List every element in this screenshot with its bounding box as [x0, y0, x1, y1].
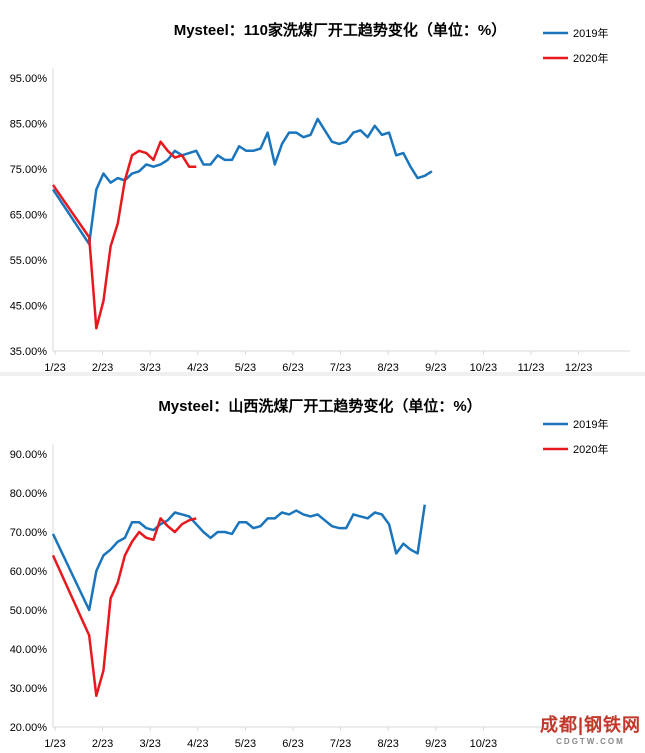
y-tick-label: 40.00% — [10, 644, 48, 656]
x-tick-label: 10/23 — [470, 738, 498, 748]
x-tick-label: 1/23 — [44, 362, 65, 372]
series-line-2 — [51, 517, 197, 698]
chart-shanxi-plants: Mysteel：山西洗煤厂开工趋势变化（单位：%） 20.00% 30.00% 40.… — [0, 376, 645, 750]
y-tick-label: 55.00% — [10, 255, 48, 267]
x-tick-label: 8/23 — [377, 738, 398, 748]
watermark-subtext: CDGTW.COM — [556, 737, 625, 746]
x-tick-label: 9/23 — [425, 738, 446, 748]
x-tick-label: 4/23 — [187, 738, 208, 748]
legend-label: 2020年 — [573, 51, 608, 65]
x-tick-label: 12/23 — [565, 362, 593, 372]
y-tick-label: 45.00% — [10, 301, 48, 313]
x-tick-label: 9/23 — [425, 362, 446, 372]
x-tick-label: 4/23 — [187, 362, 208, 372]
watermark-logo: 成都|钢铁网 CDGTW.COM — [540, 711, 641, 746]
x-tick-label: 7/23 — [330, 738, 351, 748]
x-tick-label: 3/23 — [139, 738, 160, 748]
x-tick-label: 6/23 — [282, 362, 303, 372]
legend-label: 2019年 — [573, 26, 608, 40]
series-line-1 — [51, 504, 426, 612]
x-tick-label: 8/23 — [377, 362, 398, 372]
y-tick-label: 95.00% — [10, 73, 48, 85]
chart-title: Mysteel：山西洗煤厂开工趋势变化（单位：%） — [158, 397, 481, 415]
legend-label: 2019年 — [573, 417, 608, 431]
x-tick-label: 2/23 — [92, 738, 113, 748]
x-tick-label: 10/23 — [470, 362, 498, 372]
y-tick-label: 35.00% — [10, 346, 48, 358]
y-tick-label: 20.00% — [10, 722, 48, 734]
x-tick-label: 7/23 — [330, 362, 351, 372]
y-tick-label: 30.00% — [10, 683, 48, 695]
y-tick-label: 90.00% — [10, 449, 48, 461]
chart-title: Mysteel：110家洗煤厂开工趋势变化（单位：%） — [174, 21, 507, 39]
y-tick-label: 70.00% — [10, 527, 48, 539]
y-tick-label: 65.00% — [10, 210, 48, 222]
x-tick-label: 11/23 — [518, 362, 545, 372]
x-tick-label: 5/23 — [235, 738, 256, 748]
x-tick-label: 1/23 — [44, 738, 65, 748]
x-tick-label: 2/23 — [92, 362, 113, 372]
chart-110-plants: Mysteel：110家洗煤厂开工趋势变化（单位：%） 35.00% 45.00% 5… — [0, 0, 645, 374]
x-tick-label: 3/23 — [139, 362, 160, 372]
watermark-text: 成都|钢铁网 — [539, 715, 641, 735]
chart-shanxi-plants-svg: Mysteel：山西洗煤厂开工趋势变化（单位：%） 20.00% 30.00% 40.… — [10, 397, 630, 750]
series-line-2 — [51, 140, 197, 330]
x-tick-label: 6/23 — [282, 738, 303, 748]
legend-label: 2020年 — [573, 442, 608, 456]
x-tick-label: 5/23 — [235, 362, 256, 372]
chart-divider — [0, 372, 645, 376]
y-tick-label: 75.00% — [10, 164, 48, 176]
chart-110-plants-svg: Mysteel：110家洗煤厂开工趋势变化（单位：%） 35.00% 45.00% 5… — [10, 21, 630, 374]
y-tick-label: 80.00% — [10, 488, 48, 500]
series-line-1 — [51, 117, 433, 246]
y-tick-label: 85.00% — [10, 119, 48, 131]
y-tick-label: 50.00% — [10, 605, 48, 617]
y-tick-label: 60.00% — [10, 566, 48, 578]
